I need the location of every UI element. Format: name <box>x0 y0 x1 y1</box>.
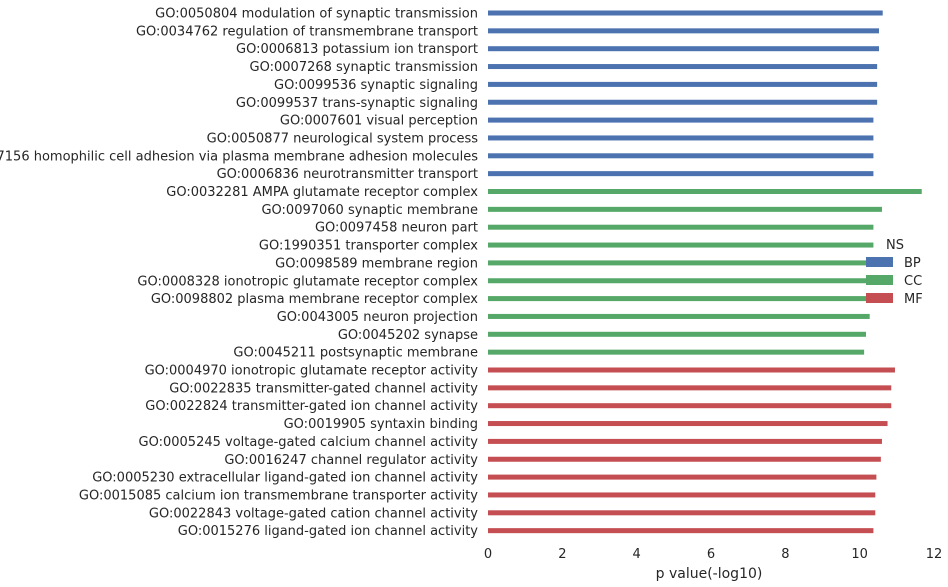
x-axis-ticks: 0 2 4 6 8 10 12 <box>484 547 942 562</box>
x-tick-label: 2 <box>558 547 566 562</box>
legend-swatch-cc <box>866 275 893 285</box>
category-label: GO:0016247 channel regulator activity <box>224 453 478 468</box>
category-label: GO:0097060 synaptic membrane <box>261 203 478 218</box>
category-label: GO:0050804 modulation of synaptic transm… <box>155 7 478 22</box>
legend-label-cc: CC <box>904 274 922 289</box>
bar <box>488 81 878 87</box>
category-label: GO:0022824 transmitter-gated ion channel… <box>145 399 478 414</box>
bar <box>488 438 882 444</box>
bar <box>488 64 878 70</box>
bars-group <box>488 10 922 534</box>
x-tick-label: 6 <box>707 547 715 562</box>
bar <box>488 456 881 462</box>
category-label: GO:0015085 calcium ion transmembrane tra… <box>79 488 478 503</box>
bar <box>488 278 872 284</box>
x-tick-label: 4 <box>633 547 641 562</box>
category-label: GO:0006836 neurotransmitter transport <box>217 167 478 182</box>
bar <box>488 153 874 159</box>
x-tick-label: 8 <box>781 547 789 562</box>
category-label: GO:0019905 syntaxin binding <box>284 417 478 432</box>
bar <box>488 135 874 141</box>
bar <box>488 46 879 52</box>
category-label: GO:0004970 ionotropic glutamate receptor… <box>145 364 479 379</box>
bar <box>488 171 874 177</box>
bar <box>488 492 876 498</box>
bar <box>488 349 865 355</box>
bar <box>488 331 866 337</box>
bar <box>488 117 874 123</box>
category-label: GO:0007156 homophilic cell adhesion via … <box>0 149 478 164</box>
category-label: GO:0099536 synaptic signaling <box>274 78 478 93</box>
x-tick-label: 12 <box>926 547 943 562</box>
legend: NS BP CC MF <box>866 238 923 307</box>
bar <box>488 403 892 409</box>
legend-swatch-bp <box>866 257 893 267</box>
category-label: GO:0006813 potassium ion transport <box>236 42 478 57</box>
category-label: GO:0098589 membrane region <box>275 256 478 271</box>
category-label: GO:0015276 ligand-gated ion channel acti… <box>178 524 479 539</box>
bar <box>488 385 892 391</box>
category-label: GO:0045211 postsynaptic membrane <box>233 346 478 361</box>
category-label: GO:0005245 voltage-gated calcium channel… <box>139 435 479 450</box>
bar <box>488 99 878 105</box>
bar <box>488 421 888 427</box>
category-label: GO:0007601 visual perception <box>280 114 478 129</box>
bar <box>488 528 874 534</box>
legend-items: BP CC MF <box>866 256 923 307</box>
category-labels: GO:0050804 modulation of synaptic transm… <box>0 7 478 540</box>
legend-title: NS <box>886 238 904 253</box>
category-label: GO:0098802 plasma membrane receptor comp… <box>151 292 478 307</box>
bar <box>488 224 874 230</box>
bar <box>488 510 876 516</box>
category-label: GO:0097458 neuron part <box>315 221 478 236</box>
bar <box>488 367 895 373</box>
category-label: GO:1990351 transporter complex <box>259 239 478 254</box>
bar <box>488 260 872 266</box>
bar <box>488 296 872 302</box>
category-label: GO:0005230 extracellular ligand-gated io… <box>92 471 478 486</box>
bar <box>488 313 870 319</box>
category-label: GO:0008328 ionotropic glutamate receptor… <box>137 274 478 289</box>
bar <box>488 10 883 16</box>
bar <box>488 189 922 194</box>
category-label: GO:0022835 transmitter-gated channel act… <box>169 381 478 396</box>
x-axis-title: p value(-log10) <box>656 566 763 582</box>
legend-label-mf: MF <box>904 292 923 307</box>
bar <box>488 474 877 480</box>
category-label: GO:0034762 regulation of transmembrane t… <box>136 24 478 39</box>
category-label: GO:0007268 synaptic transmission <box>250 60 478 75</box>
category-label: GO:0022843 voltage-gated cation channel … <box>149 506 478 521</box>
category-label: GO:0032281 AMPA glutamate receptor compl… <box>166 185 478 200</box>
category-label: GO:0050877 neurological system process <box>207 131 479 146</box>
category-label: GO:0045202 synapse <box>338 328 478 343</box>
category-label: GO:0043005 neuron projection <box>277 310 478 325</box>
bar <box>488 206 882 212</box>
bar <box>488 28 879 34</box>
x-tick-label: 10 <box>851 547 868 562</box>
legend-label-bp: BP <box>904 256 921 271</box>
x-tick-label: 0 <box>484 547 492 562</box>
legend-swatch-mf <box>866 293 893 303</box>
bar <box>488 242 874 248</box>
category-label: GO:0099537 trans-synaptic signaling <box>236 96 478 111</box>
